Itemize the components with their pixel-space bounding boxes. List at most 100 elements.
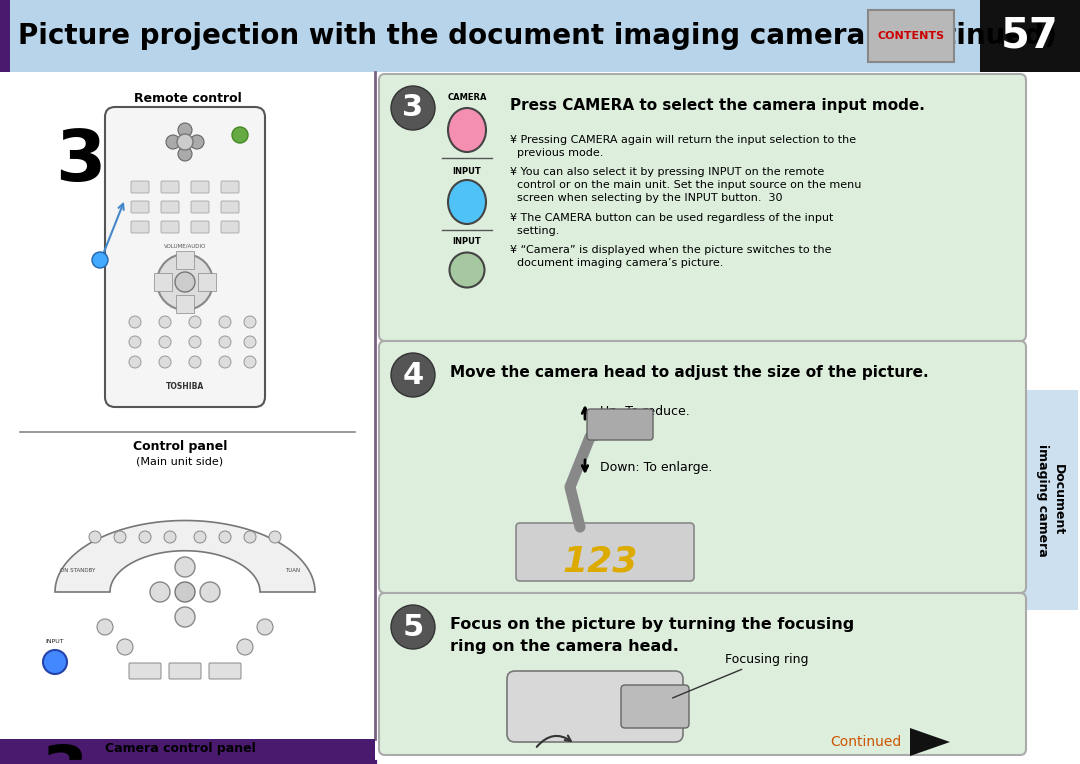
Circle shape <box>244 356 256 368</box>
Polygon shape <box>55 520 315 592</box>
Text: 3: 3 <box>55 127 105 196</box>
Circle shape <box>175 272 195 292</box>
FancyBboxPatch shape <box>161 181 179 193</box>
Text: 3: 3 <box>42 742 89 764</box>
Circle shape <box>175 582 195 602</box>
Circle shape <box>219 336 231 348</box>
FancyBboxPatch shape <box>191 221 210 233</box>
Text: ON STANDBY: ON STANDBY <box>60 568 95 573</box>
FancyBboxPatch shape <box>131 201 149 213</box>
Circle shape <box>219 356 231 368</box>
Circle shape <box>189 316 201 328</box>
Circle shape <box>157 254 213 310</box>
Text: Up: To reduce.: Up: To reduce. <box>600 406 690 419</box>
Text: Focusing ring: Focusing ring <box>673 652 809 698</box>
FancyBboxPatch shape <box>516 523 694 581</box>
Circle shape <box>391 86 435 130</box>
Circle shape <box>200 582 220 602</box>
Text: Press CAMERA to select the camera input mode.: Press CAMERA to select the camera input … <box>510 98 924 113</box>
Circle shape <box>190 135 204 149</box>
Circle shape <box>189 356 201 368</box>
FancyBboxPatch shape <box>868 10 954 62</box>
FancyBboxPatch shape <box>131 181 149 193</box>
Text: Move the camera head to adjust the size of the picture.: Move the camera head to adjust the size … <box>450 365 929 380</box>
FancyBboxPatch shape <box>621 685 689 728</box>
FancyBboxPatch shape <box>980 0 1080 72</box>
Text: ¥ The CAMERA button can be used regardless of the input
  setting.: ¥ The CAMERA button can be used regardle… <box>510 213 834 236</box>
Circle shape <box>89 531 102 543</box>
FancyBboxPatch shape <box>0 0 980 72</box>
Circle shape <box>117 639 133 655</box>
FancyBboxPatch shape <box>221 201 239 213</box>
Text: 4: 4 <box>403 361 423 390</box>
Text: INPUT: INPUT <box>45 639 65 644</box>
FancyBboxPatch shape <box>161 201 179 213</box>
Text: INPUT: INPUT <box>453 238 482 247</box>
Ellipse shape <box>448 108 486 152</box>
FancyBboxPatch shape <box>176 251 194 269</box>
FancyBboxPatch shape <box>1023 390 1078 610</box>
Text: Down: To enlarge.: Down: To enlarge. <box>600 461 713 474</box>
Ellipse shape <box>448 180 486 224</box>
Circle shape <box>175 607 195 627</box>
Circle shape <box>150 582 170 602</box>
Circle shape <box>219 531 231 543</box>
Text: 57: 57 <box>1001 15 1058 57</box>
Text: VOLUME/AUDIO: VOLUME/AUDIO <box>164 243 206 248</box>
Text: CONTENTS: CONTENTS <box>877 31 945 41</box>
FancyBboxPatch shape <box>161 221 179 233</box>
Circle shape <box>139 531 151 543</box>
FancyBboxPatch shape <box>154 273 172 291</box>
FancyBboxPatch shape <box>0 0 10 72</box>
FancyBboxPatch shape <box>176 295 194 313</box>
Text: INPUT: INPUT <box>453 167 482 176</box>
Circle shape <box>269 531 281 543</box>
Circle shape <box>129 316 141 328</box>
Circle shape <box>129 356 141 368</box>
FancyBboxPatch shape <box>129 663 161 679</box>
Text: Camera control panel: Camera control panel <box>105 742 255 755</box>
Circle shape <box>237 639 253 655</box>
FancyBboxPatch shape <box>379 341 1026 593</box>
FancyBboxPatch shape <box>221 221 239 233</box>
Polygon shape <box>910 728 950 756</box>
FancyBboxPatch shape <box>105 107 265 407</box>
Text: 5: 5 <box>403 613 423 642</box>
Text: Document
imaging camera: Document imaging camera <box>1037 444 1065 556</box>
FancyBboxPatch shape <box>0 739 375 764</box>
Circle shape <box>391 353 435 397</box>
FancyBboxPatch shape <box>588 409 653 440</box>
Circle shape <box>257 619 273 635</box>
Text: CAMERA: CAMERA <box>447 93 487 102</box>
Text: ring on the camera head.: ring on the camera head. <box>450 639 679 654</box>
Circle shape <box>92 252 108 268</box>
Circle shape <box>114 531 126 543</box>
Text: Continued: Continued <box>831 735 901 749</box>
Circle shape <box>391 605 435 649</box>
FancyBboxPatch shape <box>168 663 201 679</box>
FancyBboxPatch shape <box>507 671 683 742</box>
Text: Control panel: Control panel <box>133 440 227 453</box>
Text: ¥ “Camera” is displayed when the picture switches to the
  document imaging came: ¥ “Camera” is displayed when the picture… <box>510 245 832 268</box>
Text: TOSHIBA: TOSHIBA <box>166 382 204 391</box>
Circle shape <box>178 123 192 137</box>
Text: 3: 3 <box>403 93 423 122</box>
Text: ¥ You can also select it by pressing INPUT on the remote
  control or on the mai: ¥ You can also select it by pressing INP… <box>510 167 862 203</box>
Text: Remote control: Remote control <box>134 92 241 105</box>
Circle shape <box>244 336 256 348</box>
Circle shape <box>43 650 67 674</box>
Circle shape <box>159 356 171 368</box>
FancyBboxPatch shape <box>131 221 149 233</box>
Text: (Main unit side): (Main unit side) <box>136 456 224 466</box>
Circle shape <box>164 531 176 543</box>
Circle shape <box>244 316 256 328</box>
Circle shape <box>166 135 180 149</box>
FancyBboxPatch shape <box>379 74 1026 341</box>
Circle shape <box>159 336 171 348</box>
Text: 123: 123 <box>563 545 637 579</box>
Text: TUAN: TUAN <box>285 568 300 573</box>
Circle shape <box>178 147 192 161</box>
FancyBboxPatch shape <box>191 201 210 213</box>
FancyBboxPatch shape <box>221 181 239 193</box>
Circle shape <box>159 316 171 328</box>
